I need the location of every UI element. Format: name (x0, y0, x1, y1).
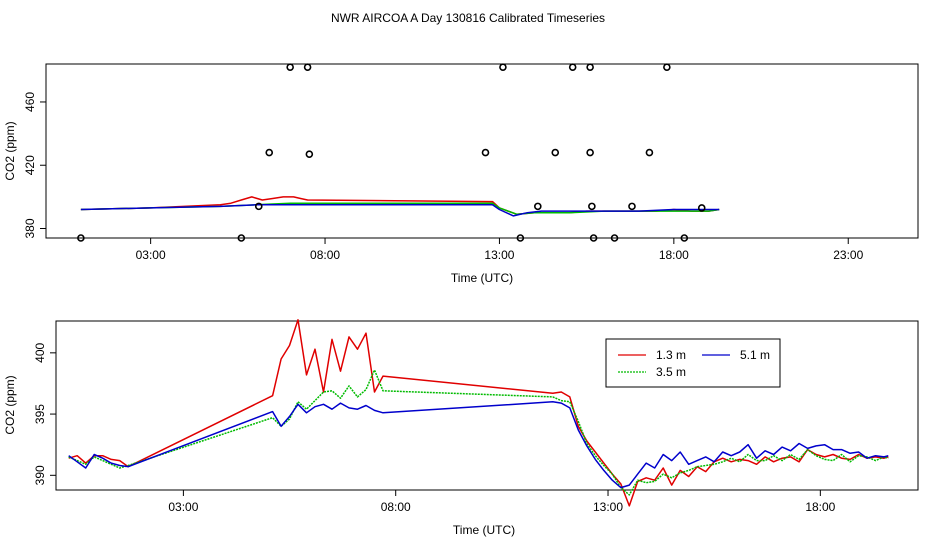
top-y-ticks: 380 420 460 (23, 92, 46, 239)
series-line-5-1-m (80, 204, 720, 217)
legend-label-1-3m: 1.3 m (656, 348, 686, 362)
scatter-point (534, 202, 542, 211)
scatter-point (254, 202, 263, 211)
scatter-point (628, 202, 636, 211)
scatter-point (586, 148, 594, 157)
top-series-lines (80, 196, 720, 217)
top-scatter-points (77, 63, 706, 242)
series-line-3-5-m (68, 369, 889, 496)
bottom-y-ticks: 390 395 400 (33, 343, 56, 485)
scatter-point (680, 234, 689, 242)
x-tick-label: 23:00 (833, 248, 863, 262)
scatter-point (481, 148, 490, 157)
scatter-point (237, 234, 246, 242)
scatter-point (305, 150, 314, 158)
legend-box (605, 338, 781, 388)
chart-title: NWR AIRCOA A Day 130816 Calibrated Times… (331, 11, 605, 25)
legend-label-3-5m: 3.5 m (656, 365, 686, 379)
legend: 1.3 m 5.1 m 3.5 m (605, 338, 781, 388)
x-tick-label: 18:00 (805, 500, 835, 514)
y-tick-label: 395 (33, 404, 47, 424)
x-tick-label: 03:00 (136, 248, 166, 262)
scatter-point (663, 63, 671, 71)
x-tick-label: 13:00 (484, 248, 514, 262)
scatter-point (697, 204, 706, 212)
bottom-x-ticks: 03:00 08:00 13:00 18:00 (168, 490, 836, 514)
top-plot-frame (45, 63, 919, 239)
scatter-point (499, 63, 507, 71)
bottom-panel: 03:00 08:00 13:00 18:00 390 395 400 Time (UTC… (3, 319, 919, 537)
x-tick-label: 03:00 (168, 500, 198, 514)
bottom-x-axis-label: Time (UTC) (453, 523, 515, 537)
y-tick-label: 390 (33, 465, 47, 485)
scatter-point (568, 63, 577, 71)
bottom-plot-frame (55, 320, 919, 491)
top-y-axis-label: CO2 (ppm) (3, 121, 17, 180)
x-tick-label: 18:00 (659, 248, 689, 262)
top-x-axis-label: Time (UTC) (451, 271, 513, 285)
x-tick-label: 08:00 (310, 248, 340, 262)
scatter-point (77, 234, 85, 242)
x-tick-label: 13:00 (593, 500, 623, 514)
scatter-point (303, 63, 312, 71)
top-panel: 03:00 08:00 13:00 18:00 23:00 380 420 460 Time… (3, 63, 919, 285)
y-tick-label: 400 (33, 343, 47, 363)
scatter-point (286, 63, 294, 71)
top-x-ticks: 03:00 08:00 13:00 18:00 23:00 (136, 238, 864, 262)
scatter-point (551, 148, 560, 157)
scatter-point (265, 148, 274, 157)
y-tick-label: 420 (23, 155, 37, 175)
x-tick-label: 08:00 (381, 500, 411, 514)
y-tick-label: 380 (23, 218, 37, 238)
bottom-y-axis-label: CO2 (ppm) (3, 375, 17, 434)
bottom-series-lines (68, 319, 889, 507)
series-line-1-3-m (68, 319, 889, 507)
series-line-5-1-m (68, 401, 889, 489)
scatter-point (586, 63, 594, 71)
scatter-point (516, 234, 525, 242)
legend-label-5-1m: 5.1 m (740, 348, 770, 362)
scatter-point (588, 202, 596, 211)
scatter-point (589, 234, 598, 242)
scatter-point (645, 148, 654, 157)
scatter-point (610, 234, 619, 242)
y-tick-label: 460 (23, 92, 37, 112)
